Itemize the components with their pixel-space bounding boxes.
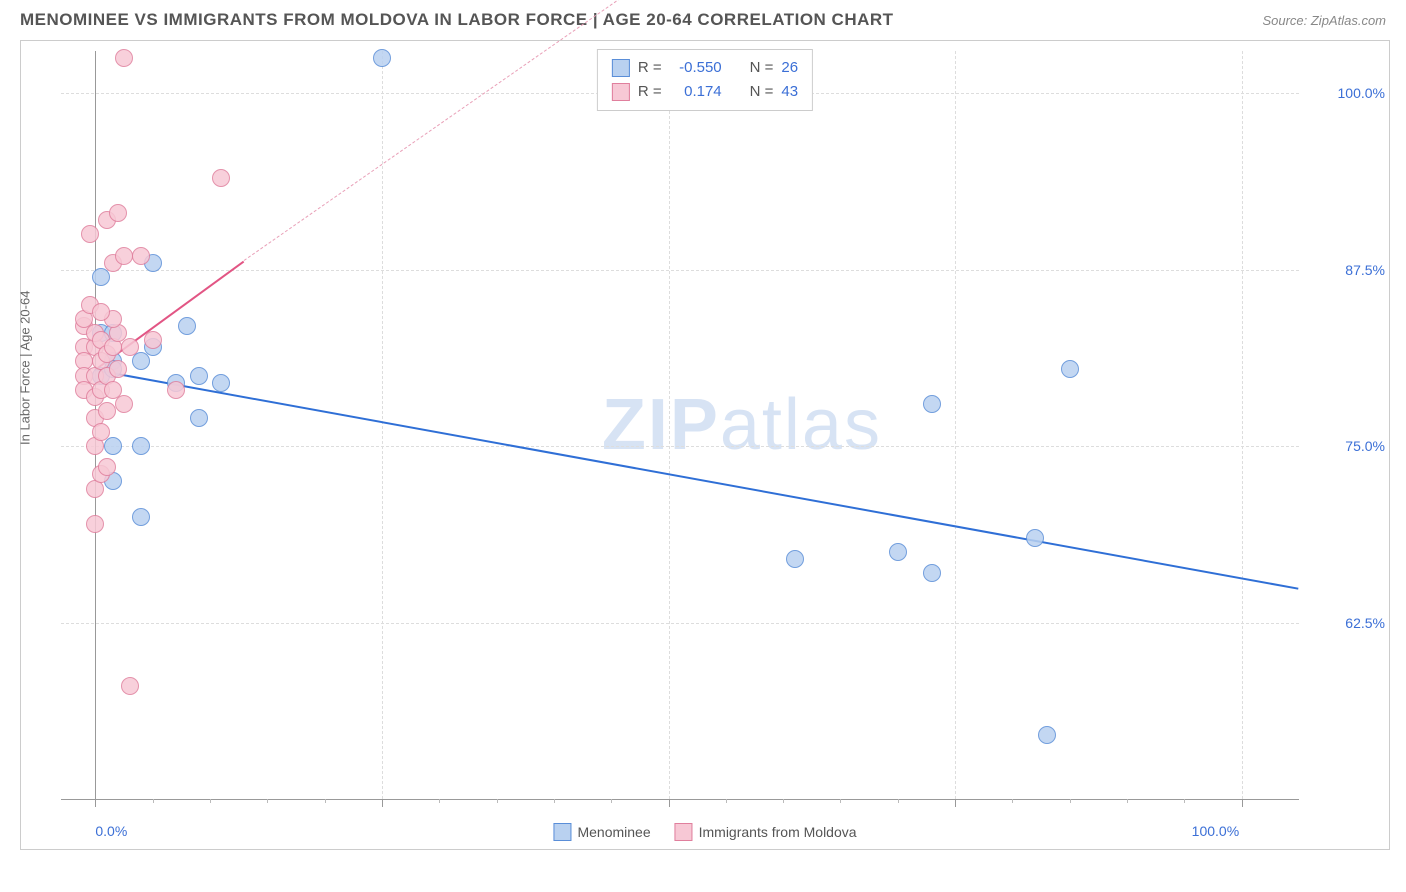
legend-swatch [553,823,571,841]
data-point [212,169,230,187]
data-point [92,303,110,321]
y-tick-label: 87.5% [1305,262,1385,278]
r-label: R = [638,80,662,104]
data-point [1026,529,1044,547]
data-point [144,331,162,349]
data-point [98,458,116,476]
data-point [109,204,127,222]
data-point [190,409,208,427]
trend-line [95,369,1299,590]
y-tick-label: 100.0% [1305,85,1385,101]
n-value: 26 [781,56,798,80]
y-tick-label: 62.5% [1305,615,1385,631]
data-point [132,508,150,526]
data-point [121,677,139,695]
x-tick-major [955,799,956,807]
data-point [889,543,907,561]
data-point [373,49,391,67]
grid-line-h [61,446,1299,447]
data-point [104,437,122,455]
n-label: N = [750,56,774,80]
chart-source: Source: ZipAtlas.com [1262,13,1386,28]
legend-swatch [612,83,630,101]
data-point [115,49,133,67]
series-legend-label: Immigrants from Moldova [699,824,857,840]
x-axis-line [61,799,1299,800]
data-point [178,317,196,335]
data-point [109,360,127,378]
correlation-legend-row: R = -0.550 N = 26 [612,56,798,80]
x-tick-minor [325,799,326,803]
data-point [167,381,185,399]
r-label: R = [638,56,662,80]
y-axis-label: In Labor Force | Age 20-64 [18,291,33,445]
legend-swatch [612,59,630,77]
r-value: -0.550 [670,56,722,80]
correlation-legend: R = -0.550 N = 26 R = 0.174 N = 43 [597,49,813,111]
grid-line-h [61,623,1299,624]
x-tick-major [95,799,96,807]
x-tick-minor [611,799,612,803]
chart-container: In Labor Force | Age 20-64 ZIPatlas 62.5… [20,40,1390,850]
x-tick-minor [898,799,899,803]
grid-line-v [1242,51,1243,799]
data-point [92,423,110,441]
watermark-zip: ZIP [602,385,720,465]
grid-line-v [669,51,670,799]
watermark-atlas: atlas [720,385,882,465]
x-tick-minor [1127,799,1128,803]
legend-swatch [675,823,693,841]
grid-line-v [955,51,956,799]
data-point [81,225,99,243]
x-tick-minor [840,799,841,803]
n-value: 43 [781,80,798,104]
plot-area: ZIPatlas 62.5%75.0%87.5%100.0%0.0%100.0% [61,51,1299,799]
data-point [923,564,941,582]
y-tick-label: 75.0% [1305,438,1385,454]
x-tick-label: 100.0% [1192,823,1239,839]
x-tick-minor [1184,799,1185,803]
data-point [132,437,150,455]
series-legend-item: Menominee [553,823,650,841]
data-point [115,395,133,413]
chart-header: MENOMINEE VS IMMIGRANTS FROM MOLDOVA IN … [0,0,1406,36]
data-point [190,367,208,385]
data-point [212,374,230,392]
x-tick-minor [267,799,268,803]
x-tick-minor [1012,799,1013,803]
data-point [86,515,104,533]
x-tick-major [382,799,383,807]
x-tick-minor [153,799,154,803]
watermark: ZIPatlas [602,384,882,466]
r-value: 0.174 [670,80,722,104]
x-tick-major [1242,799,1243,807]
series-legend-item: Immigrants from Moldova [675,823,857,841]
grid-line-h [61,270,1299,271]
series-legend: Menominee Immigrants from Moldova [553,823,856,841]
x-tick-minor [210,799,211,803]
correlation-legend-row: R = 0.174 N = 43 [612,80,798,104]
data-point [115,247,133,265]
x-tick-minor [554,799,555,803]
data-point [132,247,150,265]
data-point [1061,360,1079,378]
data-point [1038,726,1056,744]
data-point [923,395,941,413]
data-point [121,338,139,356]
n-label: N = [750,80,774,104]
data-point [786,550,804,568]
series-legend-label: Menominee [577,824,650,840]
data-point [98,402,116,420]
trend-line [244,0,646,261]
x-tick-minor [783,799,784,803]
x-tick-minor [726,799,727,803]
x-tick-label: 0.0% [95,823,127,839]
chart-title: MENOMINEE VS IMMIGRANTS FROM MOLDOVA IN … [20,10,894,30]
x-tick-minor [1070,799,1071,803]
x-tick-minor [497,799,498,803]
x-tick-minor [439,799,440,803]
x-tick-major [669,799,670,807]
